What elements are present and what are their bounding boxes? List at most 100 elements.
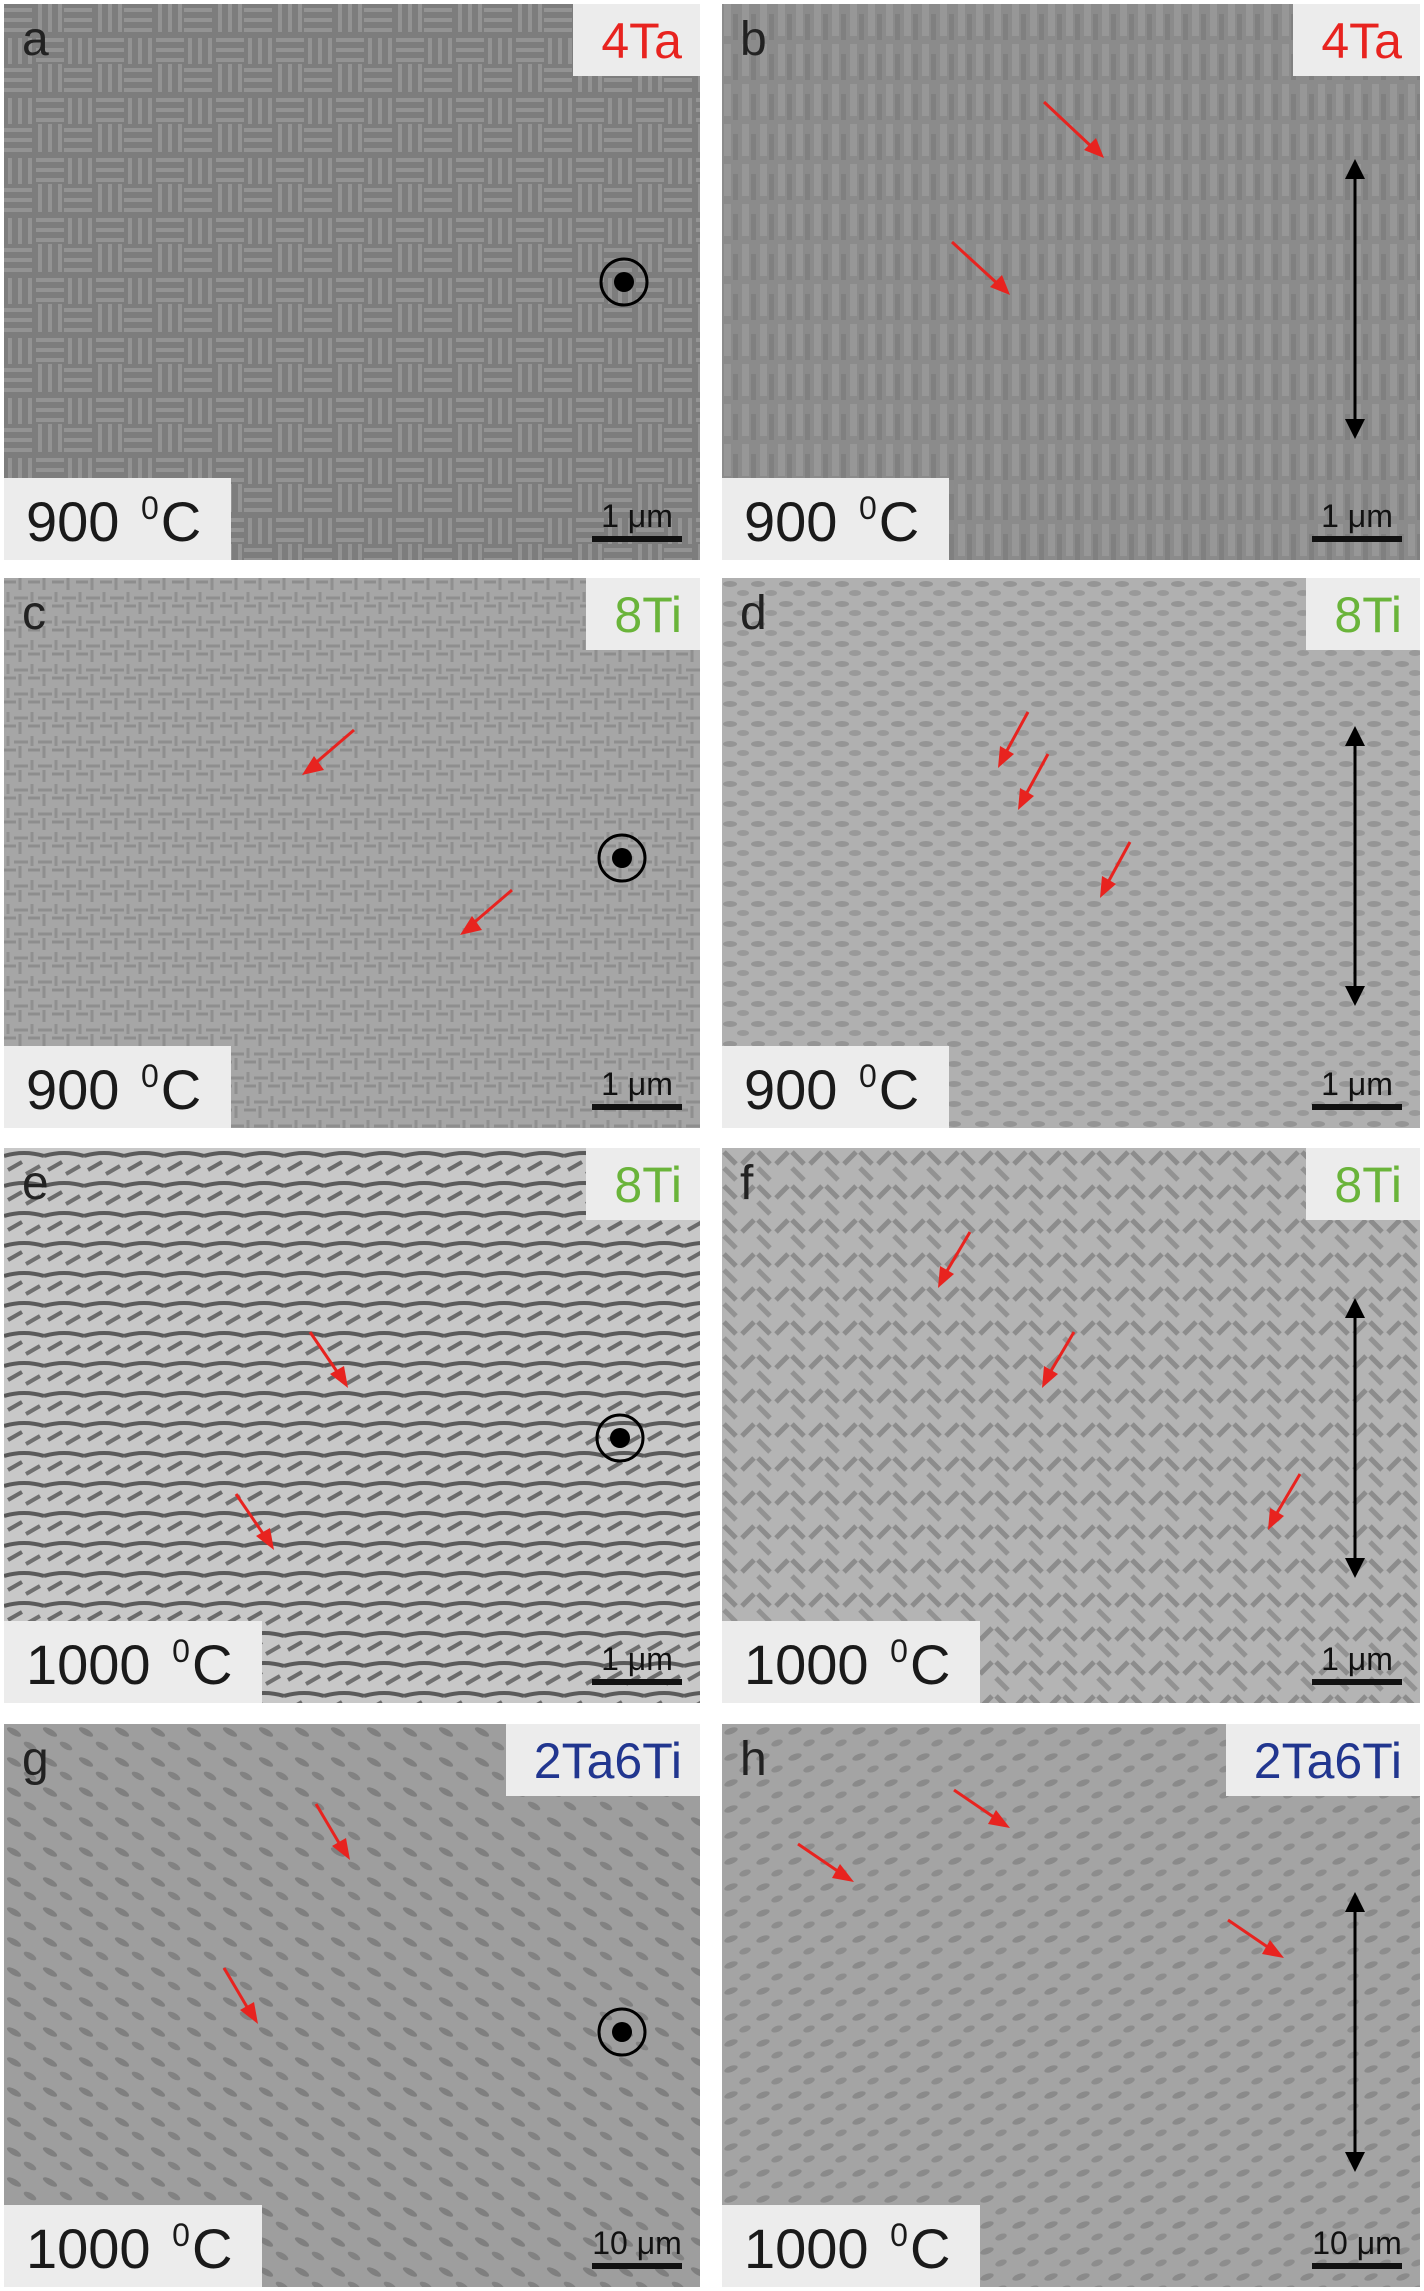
temperature-unit: C <box>909 1633 951 1696</box>
annotation-arrows <box>234 1331 348 1550</box>
panel-h: h 2Ta6Ti 1000 0C 10 μm <box>722 1724 1420 2287</box>
scale-bar-line <box>592 2263 682 2269</box>
scale-bar: 10 μm <box>1312 2227 1402 2269</box>
temperature-value: 1000 <box>744 2217 869 2280</box>
scale-bar-label: 10 μm <box>592 2225 682 2261</box>
composition-label: 4Ta <box>573 4 700 76</box>
scale-bar: 1 μm <box>1312 1068 1402 1110</box>
panel-e: e 8Ti 1000 0C 1 μm <box>4 1148 700 1703</box>
scale-bar-line <box>592 1104 682 1110</box>
panel-d: d 8Ti 900 0C 1 μm <box>722 578 1420 1128</box>
composition-label: 2Ta6Ti <box>505 1724 700 1796</box>
micrograph-g <box>4 1724 700 2287</box>
temperature-value: 1000 <box>26 2217 151 2280</box>
composition-label: 8Ti <box>586 578 700 650</box>
degree-superscript: 0 <box>141 490 159 526</box>
scale-bar-label: 1 μm <box>1321 1641 1393 1677</box>
composition-label: 8Ti <box>586 1148 700 1220</box>
composition-label: 8Ti <box>1306 578 1420 650</box>
scale-bar-line <box>1312 536 1402 542</box>
panel-f: f 8Ti 1000 0C 1 μm <box>722 1148 1420 1703</box>
scale-bar: 1 μm <box>592 500 682 542</box>
temperature-label: 900 0C <box>4 1046 232 1128</box>
panel-a: a 4Ta 900 0C 1 μm <box>4 4 700 560</box>
temperature-unit: C <box>160 490 202 553</box>
temperature-value: 900 <box>26 490 120 553</box>
temperature-value: 1000 <box>26 1633 151 1696</box>
temperature-unit: C <box>878 490 920 553</box>
temperature-value: 900 <box>26 1058 120 1121</box>
annotation-arrows <box>998 711 1132 898</box>
panel-g: g 2Ta6Ti 1000 0C 10 μm <box>4 1724 700 2287</box>
micrograph-h <box>722 1724 1420 2287</box>
micrograph-e <box>4 1148 700 1703</box>
temperature-unit: C <box>878 1058 920 1121</box>
annotation-arrows <box>797 1788 1284 1958</box>
micrograph-d <box>722 578 1420 1128</box>
scale-bar: 1 μm <box>1312 1643 1402 1685</box>
annotation-arrows <box>938 1231 1302 1530</box>
temperature-value: 1000 <box>744 1633 869 1696</box>
double-arrow-icon <box>1345 726 1365 1006</box>
scale-bar-label: 1 μm <box>601 1641 673 1677</box>
panel-letter: h <box>740 1733 767 1786</box>
temperature-unit: C <box>191 1633 233 1696</box>
panel-b: b 4Ta 900 0C 1 μm <box>722 4 1420 560</box>
out-of-plane-dot-icon <box>597 833 647 883</box>
scale-bar-line <box>592 536 682 542</box>
degree-superscript: 0 <box>172 1633 190 1669</box>
scale-bar-line <box>1312 1104 1402 1110</box>
scale-bar-label: 10 μm <box>1312 2225 1402 2261</box>
composition-label: 4Ta <box>1293 4 1420 76</box>
composition-label: 2Ta6Ti <box>1225 1724 1420 1796</box>
temperature-value: 900 <box>744 1058 838 1121</box>
scale-bar: 10 μm <box>592 2227 682 2269</box>
composition-label: 8Ti <box>1306 1148 1420 1220</box>
annotation-arrows <box>302 728 513 935</box>
degree-superscript: 0 <box>890 1633 908 1669</box>
scale-bar-line <box>592 1679 682 1685</box>
panel-letter: d <box>740 587 767 640</box>
scale-bar: 1 μm <box>592 1643 682 1685</box>
degree-superscript: 0 <box>859 1058 877 1094</box>
double-arrow-icon <box>1345 1892 1365 2172</box>
temperature-value: 900 <box>744 490 838 553</box>
micrograph-b <box>722 4 1420 560</box>
temperature-label: 900 0C <box>722 478 950 560</box>
temperature-label: 1000 0C <box>4 2205 263 2287</box>
temperature-unit: C <box>160 1058 202 1121</box>
out-of-plane-dot-icon <box>597 2007 647 2057</box>
annotation-arrows <box>222 1803 350 2024</box>
panel-letter: g <box>22 1733 49 1786</box>
panel-letter: c <box>22 587 46 640</box>
double-arrow-icon <box>1345 159 1365 439</box>
panel-letter: f <box>740 1157 754 1210</box>
scale-bar-label: 1 μm <box>1321 498 1393 534</box>
panel-letter: e <box>22 1157 49 1210</box>
temperature-label: 900 0C <box>4 478 232 560</box>
panel-letter: b <box>740 13 767 66</box>
temperature-unit: C <box>909 2217 951 2280</box>
scale-bar-line <box>1312 2263 1402 2269</box>
temperature-label: 1000 0C <box>722 2205 981 2287</box>
micrograph-c <box>4 578 700 1128</box>
temperature-label: 900 0C <box>722 1046 950 1128</box>
temperature-unit: C <box>191 2217 233 2280</box>
degree-superscript: 0 <box>859 490 877 526</box>
scale-bar-label: 1 μm <box>601 1066 673 1102</box>
degree-superscript: 0 <box>890 2217 908 2253</box>
scale-bar: 1 μm <box>592 1068 682 1110</box>
micrograph-a <box>4 4 700 560</box>
micrograph-f <box>722 1148 1420 1703</box>
temperature-label: 1000 0C <box>722 1621 981 1703</box>
scale-bar-label: 1 μm <box>1321 1066 1393 1102</box>
double-arrow-icon <box>1345 1298 1365 1578</box>
scale-bar-label: 1 μm <box>601 498 673 534</box>
panel-c: c 8Ti 900 0C 1 μm <box>4 578 700 1128</box>
scale-bar: 1 μm <box>1312 500 1402 542</box>
degree-superscript: 0 <box>172 2217 190 2253</box>
temperature-label: 1000 0C <box>4 1621 263 1703</box>
out-of-plane-dot-icon <box>599 257 649 307</box>
degree-superscript: 0 <box>141 1058 159 1094</box>
scale-bar-line <box>1312 1679 1402 1685</box>
